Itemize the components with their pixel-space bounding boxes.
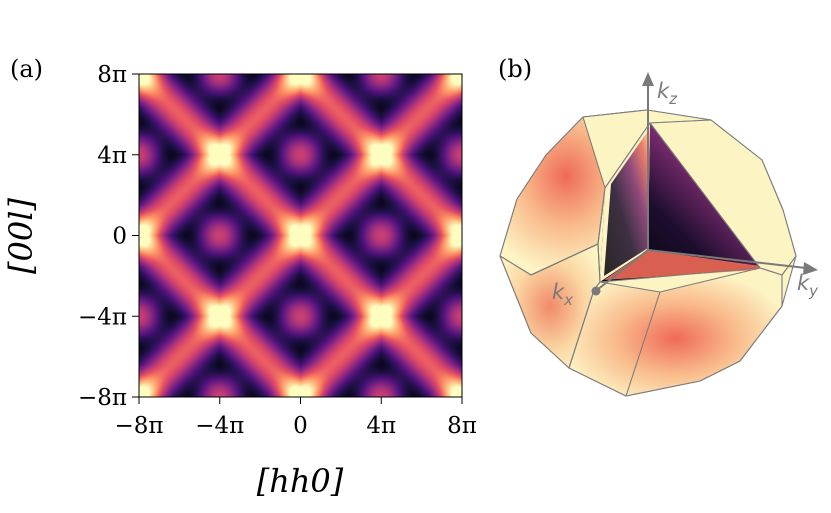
heatmap-ticks: −8π −4π 0 4π 8π 8π 4π 0 −4π −8π	[78, 62, 477, 439]
kx-arrowhead	[591, 286, 601, 296]
kx-axis	[596, 249, 649, 291]
y-tick-label: −4π	[78, 304, 127, 330]
panel-b-label: (b)	[498, 55, 532, 83]
edge-2	[625, 291, 661, 397]
ky-arrowhead	[803, 262, 818, 275]
x-tick-label: 4π	[366, 413, 396, 439]
y-axis-label: [00l]	[2, 198, 40, 274]
y-tick-label: 8π	[97, 62, 127, 88]
cut-edges	[597, 122, 761, 283]
x-tick-label: −8π	[114, 413, 163, 439]
edge-3	[568, 289, 595, 369]
heatmap-image	[139, 74, 462, 397]
ky-label: ky	[797, 271, 819, 300]
cutaway-left-shade	[604, 128, 650, 276]
heatmap-panel: −8π −4π 0 4π 8π 8π 4π 0 −4π −8π [hh0] [00l]	[2, 62, 477, 500]
k-axes	[591, 72, 818, 296]
x-tick-label: 0	[293, 413, 308, 439]
ky-axis	[647, 249, 807, 269]
kx-label: kx	[552, 280, 573, 309]
y-tick-label: 0	[112, 224, 127, 250]
kz-arrowhead	[642, 72, 654, 86]
x-axis-label: [hh0]	[257, 462, 344, 500]
y-tick-label: −8π	[78, 385, 127, 411]
cutaway-floor-edge	[604, 250, 760, 280]
x-tick-label: −4π	[195, 413, 244, 439]
edge-1	[530, 243, 599, 276]
y-tick-label: 4π	[97, 143, 127, 169]
x-tick-label: 8π	[447, 413, 477, 439]
panel-a-label: (a)	[10, 55, 43, 83]
kz-label: kz	[657, 79, 678, 108]
brillouin-zone	[499, 109, 797, 397]
